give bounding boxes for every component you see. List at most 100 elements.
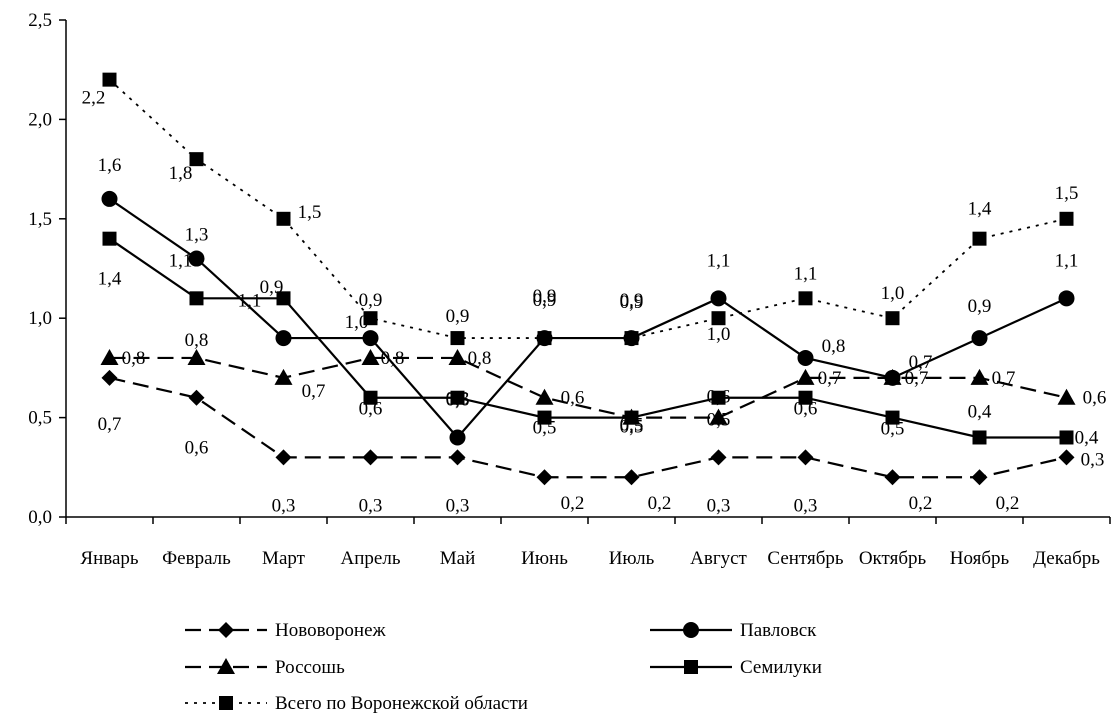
data-label: 0,2 <box>996 493 1020 514</box>
legend-item: Нововоронеж <box>185 620 387 641</box>
series-4 <box>102 231 1074 445</box>
data-point <box>187 348 206 365</box>
data-point <box>1059 211 1074 226</box>
x-tick-label: Март <box>262 548 306 569</box>
data-label: 0,7 <box>909 352 933 373</box>
data-point <box>709 408 728 425</box>
series-line <box>108 237 1067 439</box>
data-point <box>536 469 553 486</box>
y-tick-label: 1,5 <box>28 209 52 230</box>
data-label: 0,6 <box>561 388 585 409</box>
data-label: 0,7 <box>905 368 929 389</box>
legend-label: Семилуки <box>740 657 822 678</box>
data-label: 0,6 <box>794 399 818 420</box>
data-label: 0,3 <box>359 495 383 516</box>
data-label: 0,7 <box>98 414 122 435</box>
data-label: 0,5 <box>533 418 557 439</box>
data-label: 0,8 <box>468 348 492 369</box>
data-label: 0,3 <box>707 495 731 516</box>
data-label: 1,5 <box>1055 183 1079 204</box>
data-label: 0,7 <box>302 381 326 402</box>
series-line <box>109 376 1067 479</box>
data-point <box>535 388 554 405</box>
data-point <box>972 231 987 246</box>
x-tick-label: Апрель <box>341 548 401 569</box>
data-label: 0,8 <box>185 330 209 351</box>
x-tick-label: Август <box>690 548 747 569</box>
y-tick-label: 0,0 <box>28 507 52 528</box>
x-tick-label: Июль <box>609 548 655 569</box>
data-label: 0,4 <box>1075 427 1099 448</box>
data-label: 0,6 <box>707 387 731 408</box>
data-point <box>537 410 552 425</box>
data-label: 1,1 <box>169 250 193 271</box>
data-label: 0,9 <box>620 292 644 313</box>
series-1 <box>101 369 1075 486</box>
data-point <box>1058 290 1075 307</box>
data-label: 0,5 <box>620 415 644 436</box>
data-label: 0,9 <box>533 290 557 311</box>
data-label: 0,2 <box>648 493 672 514</box>
data-point <box>1057 388 1076 405</box>
data-point <box>710 449 727 466</box>
data-labels-layer: 0,70,60,3 0,3 0,3 0,2 0,2 0,3 0,3 0,2 0,20,31,61… <box>82 88 1107 517</box>
data-label: 0,6 <box>1083 388 1107 409</box>
data-point <box>101 369 118 386</box>
legend-marker <box>217 658 235 674</box>
legend-label: Всего по Воронежской области <box>275 693 528 713</box>
data-label: 0,7 <box>992 368 1016 389</box>
data-point <box>624 410 639 425</box>
y-tick-label: 0,5 <box>28 408 52 429</box>
data-label: 0,8 <box>122 348 146 369</box>
data-point <box>102 72 117 87</box>
x-tick-label: Ноябрь <box>950 548 1010 569</box>
data-point <box>798 291 813 306</box>
data-label: 0,8 <box>381 348 405 369</box>
data-point <box>885 410 900 425</box>
chart-axes: 0,0 0,5 1,0 1,5 2,0 2,5 Январь Февраль Март Апрел… <box>28 10 1111 569</box>
data-label: 0,9 <box>260 277 284 298</box>
data-point <box>624 331 639 346</box>
data-label: 0,3 <box>272 495 296 516</box>
data-label: 1,4 <box>98 269 122 290</box>
data-point <box>363 390 378 405</box>
data-point <box>101 190 118 207</box>
data-label: 0,9 <box>359 290 383 311</box>
y-tick-label: 2,0 <box>28 109 52 130</box>
data-point <box>100 348 119 365</box>
data-label: 0,2 <box>561 493 585 514</box>
data-label: 0,9 <box>968 296 992 317</box>
data-label: 0,6 <box>359 399 383 420</box>
data-point <box>797 349 814 366</box>
data-point <box>623 469 640 486</box>
data-label: 1,0 <box>881 283 905 304</box>
data-point <box>450 331 465 346</box>
data-label: 0,3 <box>794 495 818 516</box>
data-point <box>971 469 988 486</box>
data-point <box>362 449 379 466</box>
data-label: 1,5 <box>298 202 322 223</box>
data-label: 1,3 <box>185 225 209 246</box>
data-point <box>885 311 900 326</box>
data-point <box>188 250 205 267</box>
data-label: 1,0 <box>707 324 731 345</box>
data-point <box>883 368 902 385</box>
legend-marker <box>684 660 698 674</box>
y-tick-label: 2,5 <box>28 10 52 31</box>
x-tick-label: Февраль <box>162 548 231 569</box>
data-point <box>796 368 815 385</box>
data-point <box>189 291 204 306</box>
data-label: 0,9 <box>446 306 470 327</box>
data-label: 0,5 <box>620 417 644 438</box>
legend-label: Россошь <box>275 657 345 678</box>
data-label: 2,2 <box>82 88 106 109</box>
x-tick-label: Январь <box>80 548 138 569</box>
legend-marker <box>219 696 233 710</box>
data-label: 0,6 <box>446 389 470 410</box>
data-point <box>797 449 814 466</box>
y-tick-label: 1,0 <box>28 308 52 329</box>
legend-marker <box>218 622 234 638</box>
legend-item: Всего по Воронежской области <box>185 693 528 713</box>
x-tick-label: Май <box>440 548 476 569</box>
data-point <box>275 330 292 347</box>
